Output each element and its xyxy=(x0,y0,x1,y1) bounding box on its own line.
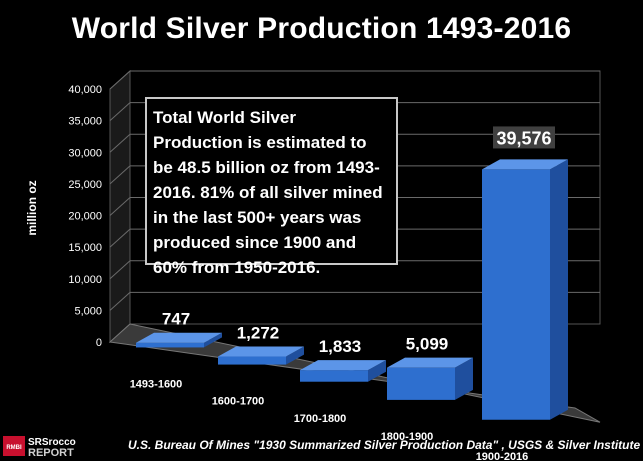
gridline-side xyxy=(109,70,131,90)
bar-top xyxy=(482,159,568,170)
annotation-box: Total World Silver Production is estimat… xyxy=(145,97,398,277)
gridline-side xyxy=(109,292,131,311)
bar-front xyxy=(218,356,286,365)
bar-side xyxy=(204,332,222,348)
y-axis-label: million oz xyxy=(25,180,39,235)
logo-badge-text: RMBI xyxy=(6,445,22,451)
bar-front xyxy=(482,169,550,420)
bar xyxy=(387,357,473,400)
bar-front xyxy=(136,342,204,348)
bar-front xyxy=(300,370,368,382)
gridline-side xyxy=(109,133,131,153)
value-label: 39,576 xyxy=(496,128,551,148)
value-label: 5,099 xyxy=(406,335,449,354)
bar xyxy=(482,159,568,420)
y-tick-label: 20,000 xyxy=(68,211,102,223)
y-tick-label: 10,000 xyxy=(68,274,102,286)
value-label: 1,833 xyxy=(319,337,362,356)
logo-line1: SRSrocco xyxy=(28,437,76,448)
y-tick-label: 30,000 xyxy=(68,147,102,159)
bar-side xyxy=(368,360,386,382)
y-tick-label: 15,000 xyxy=(68,242,102,254)
y-tick-label: 40,000 xyxy=(68,84,102,96)
source-note: U.S. Bureau Of Mines "1930 Summarized Si… xyxy=(128,438,641,452)
gridline-side xyxy=(109,102,131,121)
y-tick-label: 25,000 xyxy=(68,179,102,191)
value-label: 1,272 xyxy=(237,324,280,343)
bar xyxy=(300,360,386,382)
y-tick-label: 5,000 xyxy=(74,305,102,317)
bar xyxy=(218,346,304,365)
bar-top xyxy=(387,357,473,368)
gridline-side xyxy=(109,165,131,185)
bar-side xyxy=(550,159,568,420)
gridline-side xyxy=(109,260,131,280)
y-tick-label: 0 xyxy=(96,337,102,349)
x-tick-label: 1700-1800 xyxy=(294,413,347,425)
x-axis-ticks: 1493-1600 1600-1700 1700-1800 1800-1900 1900… xyxy=(130,379,529,461)
bar-front xyxy=(387,367,455,400)
annotation-text: Total World Silver Production is estimat… xyxy=(153,108,383,277)
bar-top xyxy=(136,332,222,343)
bar-side xyxy=(455,357,473,400)
value-labels: 747 1,272 1,833 5,099 39,576 xyxy=(162,126,555,356)
bar xyxy=(136,332,222,348)
y-tick-label: 35,000 xyxy=(68,116,102,128)
gridline-side xyxy=(109,197,131,216)
value-label: 747 xyxy=(162,310,190,329)
x-tick-label: 1493-1600 xyxy=(130,379,183,391)
x-tick-label: 1800-1900 xyxy=(381,431,434,443)
bar-top xyxy=(218,346,304,357)
bar-top xyxy=(300,360,386,371)
y-axis-ticks: 0 5,000 10,000 15,000 20,000 25,000 30,000 35,0… xyxy=(68,84,102,349)
srsrocco-report-logo: RMBI SRSrocco REPORT xyxy=(3,436,76,458)
bars xyxy=(136,159,568,420)
gridline-side xyxy=(109,228,131,248)
value-label-box xyxy=(493,126,555,149)
x-tick-label: 1900-2016 xyxy=(476,451,529,461)
x-tick-label: 1600-1700 xyxy=(212,396,265,408)
chart-title: World Silver Production 1493-2016 xyxy=(71,12,572,45)
logo-line2: REPORT xyxy=(28,447,74,458)
bar-side xyxy=(286,346,304,365)
